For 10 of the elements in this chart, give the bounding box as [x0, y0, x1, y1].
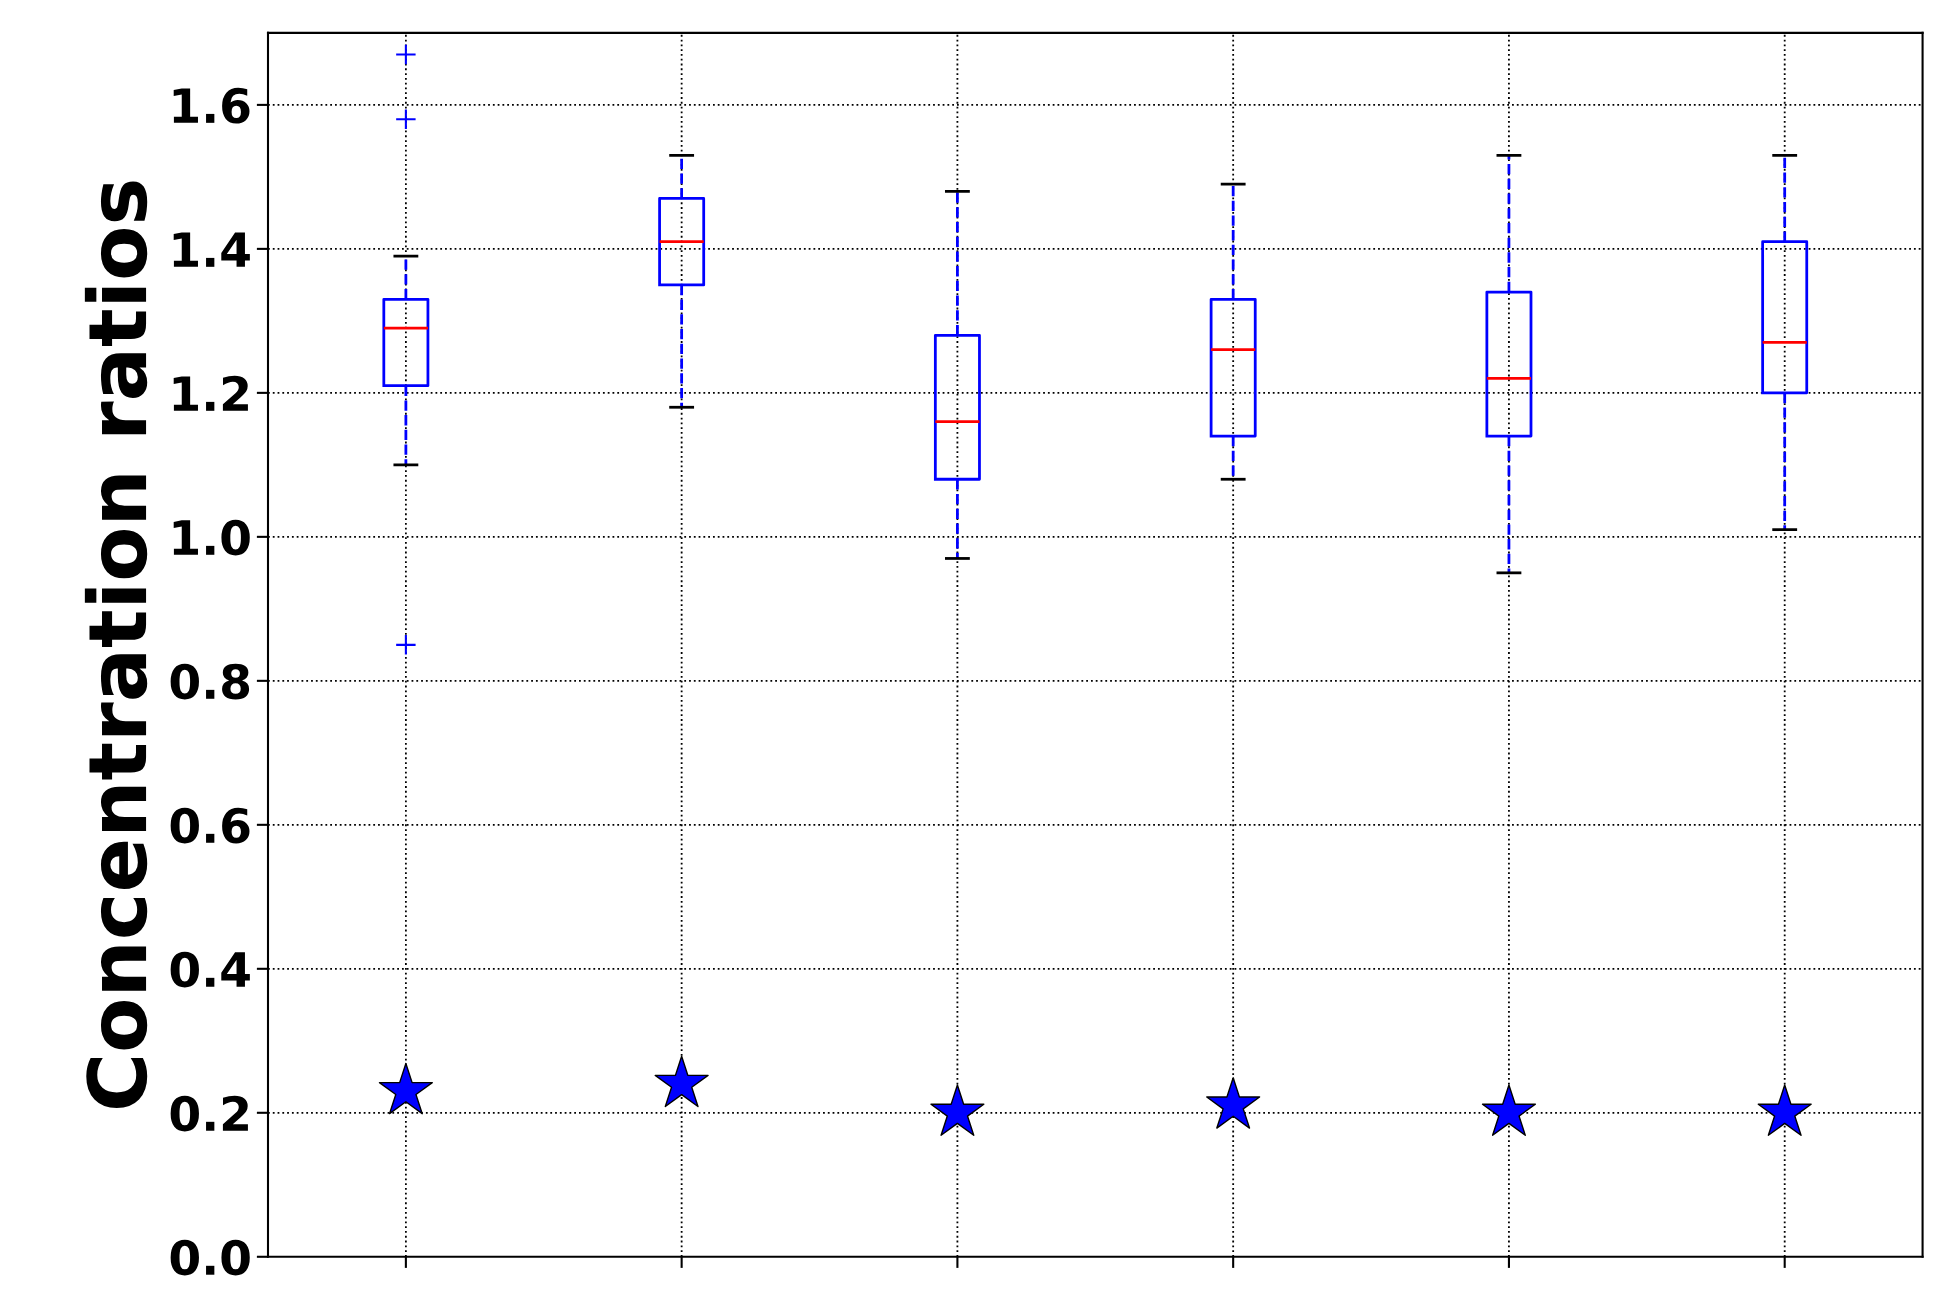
y-tick-label: 1.6 — [173, 87, 250, 124]
y-tick-label: 0.2 — [170, 1095, 248, 1132]
y-tick-label: 0.0 — [170, 1239, 250, 1276]
y-axis-title: Concentration ratios — [84, 181, 148, 1109]
y-tick-label: 1.4 — [173, 232, 250, 267]
y-tick-label: 1.0 — [173, 519, 250, 556]
y-tick-label: 1.2 — [173, 375, 248, 411]
y-tick-label: 0.6 — [170, 807, 250, 844]
y-tick-label: 0.8 — [170, 663, 250, 700]
y-tick-label: 0.4 — [170, 951, 250, 988]
